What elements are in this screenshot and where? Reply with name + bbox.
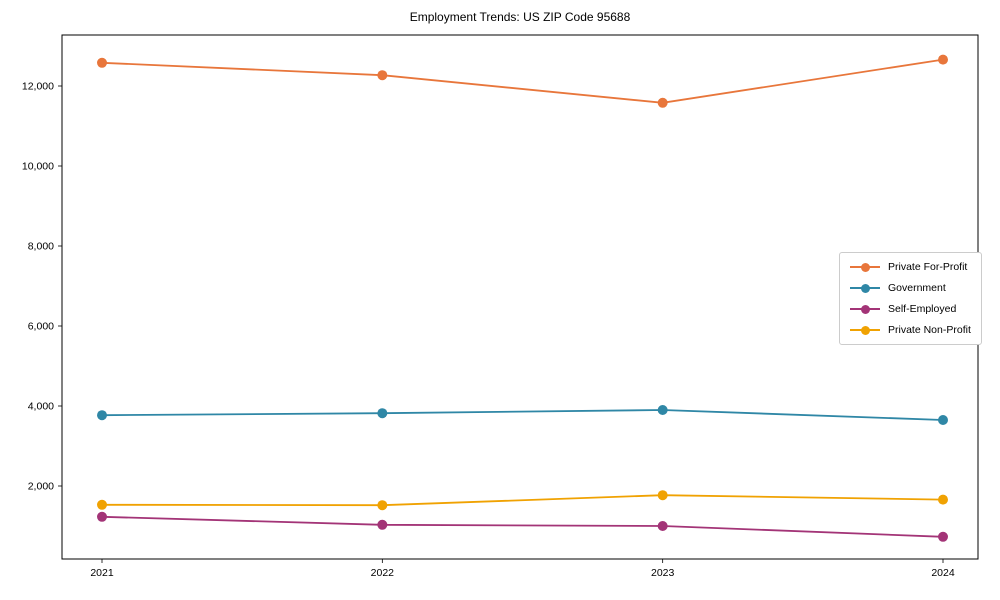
legend-item-private-non-profit: Private Non-Profit	[850, 324, 971, 336]
svg-text:2021: 2021	[90, 567, 114, 579]
legend-marker-government-icon	[850, 283, 880, 294]
svg-text:6,000: 6,000	[28, 321, 54, 333]
svg-text:2,000: 2,000	[28, 481, 54, 493]
legend-item-government: Government	[850, 282, 971, 294]
legend-label-government: Government	[888, 282, 946, 294]
legend-marker-private-for-profit-icon	[850, 262, 880, 273]
legend-item-private-for-profit: Private For-Profit	[850, 261, 971, 273]
svg-text:2024: 2024	[931, 567, 955, 579]
chart-legend: Private For-Profit Government Self-Emplo…	[839, 252, 982, 345]
legend-marker-private-non-profit-icon	[850, 325, 880, 336]
legend-marker-self-employed-icon	[850, 304, 880, 315]
legend-item-self-employed: Self-Employed	[850, 303, 971, 315]
svg-text:10,000: 10,000	[22, 161, 54, 173]
svg-text:2023: 2023	[651, 567, 675, 579]
legend-label-private-non-profit: Private Non-Profit	[888, 324, 971, 336]
svg-text:12,000: 12,000	[22, 81, 54, 93]
svg-text:4,000: 4,000	[28, 401, 54, 413]
legend-label-private-for-profit: Private For-Profit	[888, 261, 968, 273]
legend-label-self-employed: Self-Employed	[888, 303, 957, 315]
svg-text:2022: 2022	[371, 567, 395, 579]
svg-text:8,000: 8,000	[28, 241, 54, 253]
chart-title: Employment Trends: US ZIP Code 95688	[409, 10, 631, 24]
